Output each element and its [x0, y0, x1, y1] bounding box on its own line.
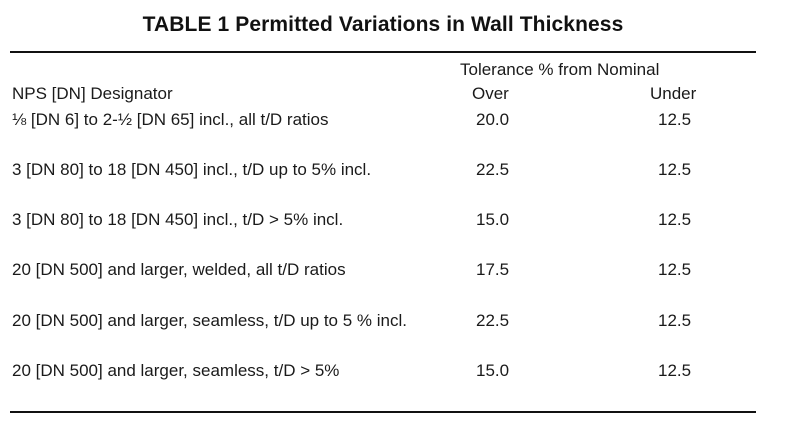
top-rule: [10, 51, 756, 53]
over-cell: 15.0: [476, 361, 510, 380]
designator-cell: 20 [DN 500] and larger, seamless, t/D up…: [12, 311, 407, 330]
bottom-rule: [10, 411, 756, 413]
under-cell: 12.5: [658, 361, 692, 380]
under-header: Under: [650, 84, 697, 103]
tolerance-header: Tolerance % from Nominal: [460, 60, 660, 79]
table-row: 3 [DN 80] to 18 [DN 450] incl., t/D > 5%…: [0, 208, 792, 259]
table-row: 20 [DN 500] and larger, seamless, t/D up…: [0, 309, 792, 360]
designator-cell: 3 [DN 80] to 18 [DN 450] incl., t/D > 5%…: [12, 210, 344, 229]
over-cell: 22.5: [476, 160, 510, 179]
over-cell: 20.0: [476, 110, 510, 129]
designator-cell: 3 [DN 80] to 18 [DN 450] incl., t/D up t…: [12, 160, 372, 179]
table-row: 3 [DN 80] to 18 [DN 450] incl., t/D up t…: [0, 158, 792, 209]
under-cell: 12.5: [658, 260, 692, 279]
table-row: 20 [DN 500] and larger, welded, all t/D …: [0, 258, 792, 309]
over-cell: 17.5: [476, 260, 510, 279]
under-cell: 12.5: [658, 160, 692, 179]
designator-header: NPS [DN] Designator: [12, 84, 173, 103]
under-cell: 12.5: [658, 110, 692, 129]
designator-cell: ⅛ [DN 6] to 2-½ [DN 65] incl., all t/D r…: [12, 110, 329, 129]
under-cell: 12.5: [658, 210, 692, 229]
designator-cell: 20 [DN 500] and larger, seamless, t/D > …: [12, 361, 340, 380]
over-header: Over: [472, 84, 509, 103]
over-cell: 15.0: [476, 210, 510, 229]
over-cell: 22.5: [476, 311, 510, 330]
designator-cell: 20 [DN 500] and larger, welded, all t/D …: [12, 260, 346, 279]
table-row: ⅛ [DN 6] to 2-½ [DN 65] incl., all t/D r…: [0, 108, 792, 159]
table-title: TABLE 1 Permitted Variations in Wall Thi…: [142, 13, 624, 36]
under-cell: 12.5: [658, 311, 692, 330]
table-row: 20 [DN 500] and larger, seamless, t/D > …: [0, 359, 792, 410]
